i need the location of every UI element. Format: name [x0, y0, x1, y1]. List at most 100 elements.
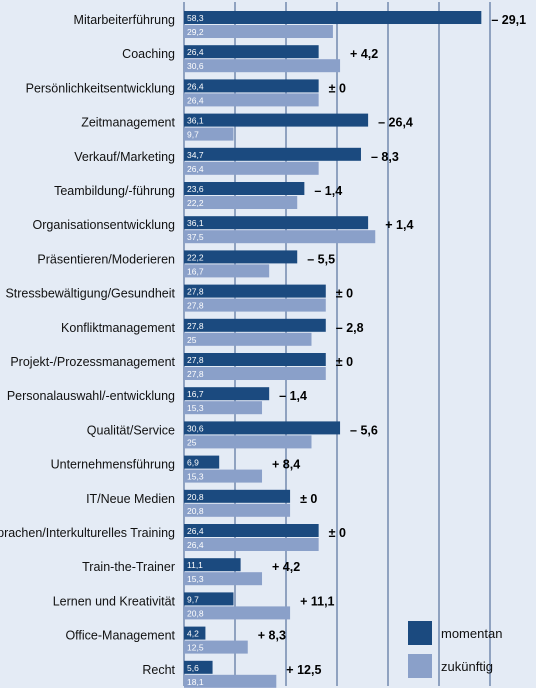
category-label: Personalauswahl/-entwicklung: [7, 389, 175, 403]
difference-label: + 1,4: [385, 218, 413, 232]
difference-label: – 5,6: [350, 423, 378, 437]
bar-momentan: [184, 353, 326, 366]
bar-group: Recht 5,6 18,1 + 12,5: [142, 660, 321, 688]
bar-zukuenftig: [184, 25, 333, 38]
bar-group: Persönlichkeitsentwicklung 26,4 26,4 ± 0: [26, 79, 346, 107]
value-label-momentan: 26,4: [187, 526, 204, 536]
bar-momentan: [184, 113, 369, 127]
category-label: Coaching: [122, 47, 175, 61]
value-label-zukuenftig: 30,6: [187, 61, 204, 71]
bar-momentan: [184, 318, 326, 332]
category-label: Präsentieren/Moderieren: [37, 252, 175, 266]
bar-momentan: [184, 216, 369, 230]
value-label-momentan: 9,7: [187, 594, 199, 604]
difference-label: ± 0: [336, 287, 353, 301]
value-label-momentan: 36,1: [187, 116, 204, 126]
value-label-zukuenftig: 15,3: [187, 574, 204, 584]
value-label-momentan: 36,1: [187, 218, 204, 228]
difference-label: – 8,3: [371, 150, 399, 164]
value-label-zukuenftig: 26,4: [187, 95, 204, 105]
bar-momentan: [184, 592, 234, 606]
value-label-zukuenftig: 26,4: [187, 164, 204, 174]
bar-groups: Mitarbeiterführung 58,3 29,2 – 29,1 Coaching…: [0, 11, 526, 688]
value-label-momentan: 11,1: [187, 560, 203, 570]
category-label: IT/Neue Medien: [86, 492, 175, 506]
value-label-zukuenftig: 25: [187, 335, 197, 345]
bar-momentan: [184, 489, 291, 503]
value-label-momentan: 34,7: [187, 150, 204, 160]
value-label-zukuenftig: 22,2: [187, 198, 204, 208]
difference-label: – 29,1: [491, 13, 526, 27]
bar-momentan: [184, 147, 361, 161]
bar-momentan: [184, 250, 298, 264]
category-label: Office-Management: [65, 629, 175, 643]
difference-label: – 2,8: [336, 321, 364, 335]
bar-zukuenftig: [184, 230, 376, 244]
value-label-zukuenftig: 37,5: [187, 232, 204, 242]
legend-swatch-momentan: [408, 621, 432, 645]
value-label-zukuenftig: 27,8: [187, 301, 204, 311]
bar-zukuenftig: [184, 298, 326, 312]
bar-zukuenftig: [184, 59, 341, 73]
bar-zukuenftig: [184, 503, 291, 517]
category-label: Persönlichkeitsentwicklung: [26, 81, 175, 95]
bar-momentan: [184, 387, 270, 401]
difference-label: ± 0: [329, 526, 346, 540]
bar-group: Coaching 26,4 30,6 + 4,2: [122, 45, 378, 73]
category-label: Stressbewältigung/Gesundheit: [5, 287, 175, 301]
category-label: Konfliktmanagement: [61, 321, 175, 335]
bar-group: Stressbewältigung/Gesundheit 27,8 27,8 ± 0: [5, 284, 353, 312]
difference-label: + 4,2: [350, 47, 378, 61]
bar-zukuenftig: [184, 572, 263, 586]
bar-momentan: [184, 455, 220, 469]
category-label: Projekt-/Prozessmanagement: [10, 355, 175, 369]
bar-zukuenftig: [184, 606, 291, 620]
value-label-momentan: 27,8: [187, 321, 204, 331]
bar-zukuenftig: [184, 401, 263, 415]
bar-zukuenftig: [184, 674, 277, 688]
bar-zukuenftig: [184, 435, 312, 449]
value-label-zukuenftig: 18,1: [187, 677, 204, 687]
difference-label: ± 0: [329, 81, 346, 95]
bar-group: Office-Management 4,2 12,5 + 8,3: [65, 626, 286, 654]
value-label-momentan: 27,8: [187, 287, 204, 297]
bar-group: Train-the-Trainer 11,1 15,3 + 4,2: [82, 558, 300, 586]
category-label: Qualität/Service: [87, 423, 175, 437]
bar-momentan: [184, 79, 319, 93]
bar-zukuenftig: [184, 640, 248, 654]
bar-zukuenftig: [184, 469, 263, 483]
category-label: Verkauf/Marketing: [74, 150, 175, 164]
value-label-zukuenftig: 27,8: [187, 369, 204, 379]
difference-label: + 8,3: [258, 629, 286, 643]
bar-momentan: [184, 524, 319, 537]
legend-label-momentan: momentan: [441, 626, 502, 641]
bar-zukuenftig: [184, 161, 319, 175]
value-label-momentan: 6,9: [187, 458, 199, 468]
legend: momentan zukünftig: [408, 621, 502, 678]
category-label: Unternehmensführung: [51, 458, 175, 472]
value-label-zukuenftig: 16,7: [187, 266, 204, 276]
value-label-momentan: 26,4: [187, 81, 204, 91]
bar-group: Projekt-/Prozessmanagement 27,8 27,8 ± 0: [10, 353, 353, 380]
category-label: Lernen und Kreativität: [53, 594, 176, 608]
category-label: Train-the-Trainer: [82, 560, 175, 574]
value-label-zukuenftig: 25: [187, 437, 197, 447]
bar-momentan: [184, 421, 341, 435]
value-label-zukuenftig: 20,8: [187, 506, 204, 516]
difference-label: ± 0: [336, 355, 353, 369]
category-label: Recht: [142, 663, 175, 677]
bar-momentan: [184, 660, 213, 674]
bar-zukuenftig: [184, 367, 326, 380]
bar-zukuenftig: [184, 127, 234, 141]
value-label-zukuenftig: 29,2: [187, 27, 204, 37]
bar-group: Mitarbeiterführung 58,3 29,2 – 29,1: [74, 11, 526, 38]
bar-group: Präsentieren/Moderieren 22,2 16,7 – 5,5: [37, 250, 335, 278]
value-label-momentan: 22,2: [187, 252, 204, 262]
difference-label: + 4,2: [272, 560, 300, 574]
difference-label: – 26,4: [378, 116, 413, 130]
bar-group: Organisationsentwicklung 36,1 37,5 + 1,4: [33, 216, 413, 244]
legend-label-zukuenftig: zukünftig: [441, 659, 493, 674]
value-label-zukuenftig: 26,4: [187, 540, 204, 550]
bar-group: Lernen und Kreativität 9,7 20,8 + 11,1: [53, 592, 335, 620]
